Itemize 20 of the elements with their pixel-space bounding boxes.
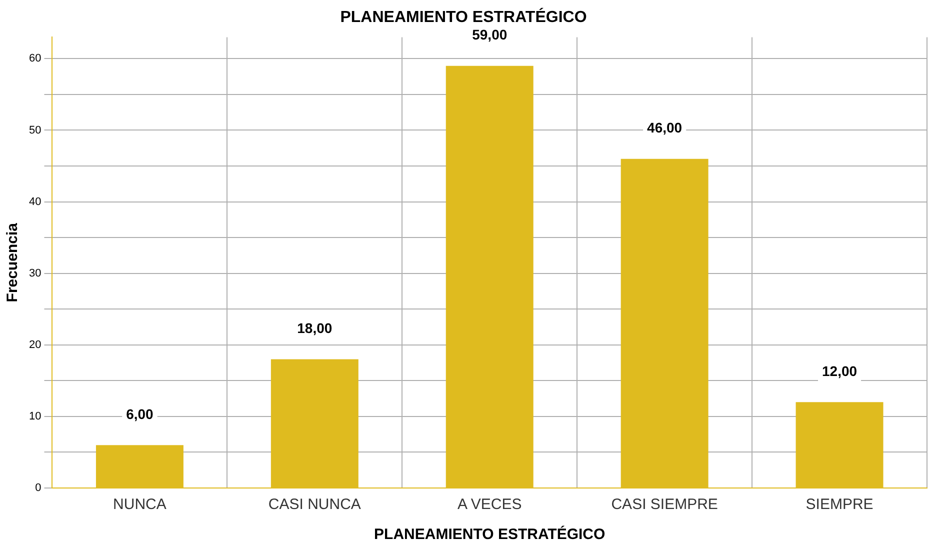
y-tick-label: 0 bbox=[35, 482, 42, 494]
data-label: 6,00 bbox=[126, 406, 154, 422]
y-tick-label: 60 bbox=[28, 52, 42, 65]
chart-title: PLANEAMIENTO ESTRATÉGICO bbox=[340, 7, 587, 26]
x-axis-title: PLANEAMIENTO ESTRATÉGICO bbox=[374, 525, 606, 544]
y-tick-label: 30 bbox=[28, 267, 42, 280]
data-label: 46,00 bbox=[647, 120, 682, 136]
y-tick-label: 20 bbox=[28, 338, 42, 351]
x-tick-label: NUNCA bbox=[113, 496, 166, 514]
data-label: 18,00 bbox=[297, 320, 332, 336]
y-axis-title: Frecuencia bbox=[4, 222, 22, 302]
x-tick-label: A VECES bbox=[458, 496, 522, 514]
y-tick-label: 50 bbox=[28, 124, 42, 136]
data-label: 12,00 bbox=[822, 362, 858, 379]
x-tick-label: SIEMPRE bbox=[806, 496, 874, 514]
x-tick-label: CASI NUNCA bbox=[268, 496, 361, 514]
data-label: 59,00 bbox=[472, 26, 508, 43]
y-tick-label: 10 bbox=[28, 410, 42, 422]
y-tick-label: 40 bbox=[28, 196, 42, 208]
x-tick-label: CASI SIEMPRE bbox=[611, 496, 718, 514]
